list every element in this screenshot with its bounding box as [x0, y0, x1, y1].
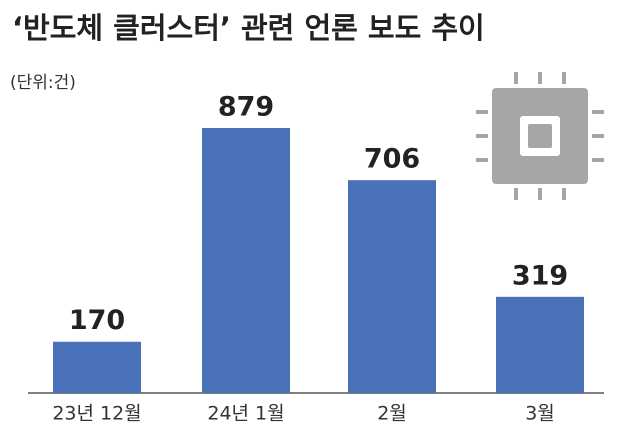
chip-icon [476, 72, 604, 200]
value-label: 319 [512, 260, 568, 291]
bar [496, 296, 584, 393]
bar [53, 341, 141, 393]
x-tick-label: 23년 12월 [52, 403, 141, 425]
chart-title: ‘반도체 클러스터’ 관련 언론 보도 추이 [12, 11, 485, 45]
x-tick-label: 2월 [377, 403, 407, 425]
value-label: 170 [69, 305, 125, 336]
x-tick-label: 3월 [525, 403, 555, 425]
bar [348, 180, 436, 393]
value-label: 706 [364, 144, 420, 175]
chart-subtitle: (단위:건) [10, 73, 76, 93]
value-label: 879 [218, 92, 274, 123]
bar [202, 128, 290, 393]
x-tick-label: 24년 1월 [207, 403, 284, 425]
